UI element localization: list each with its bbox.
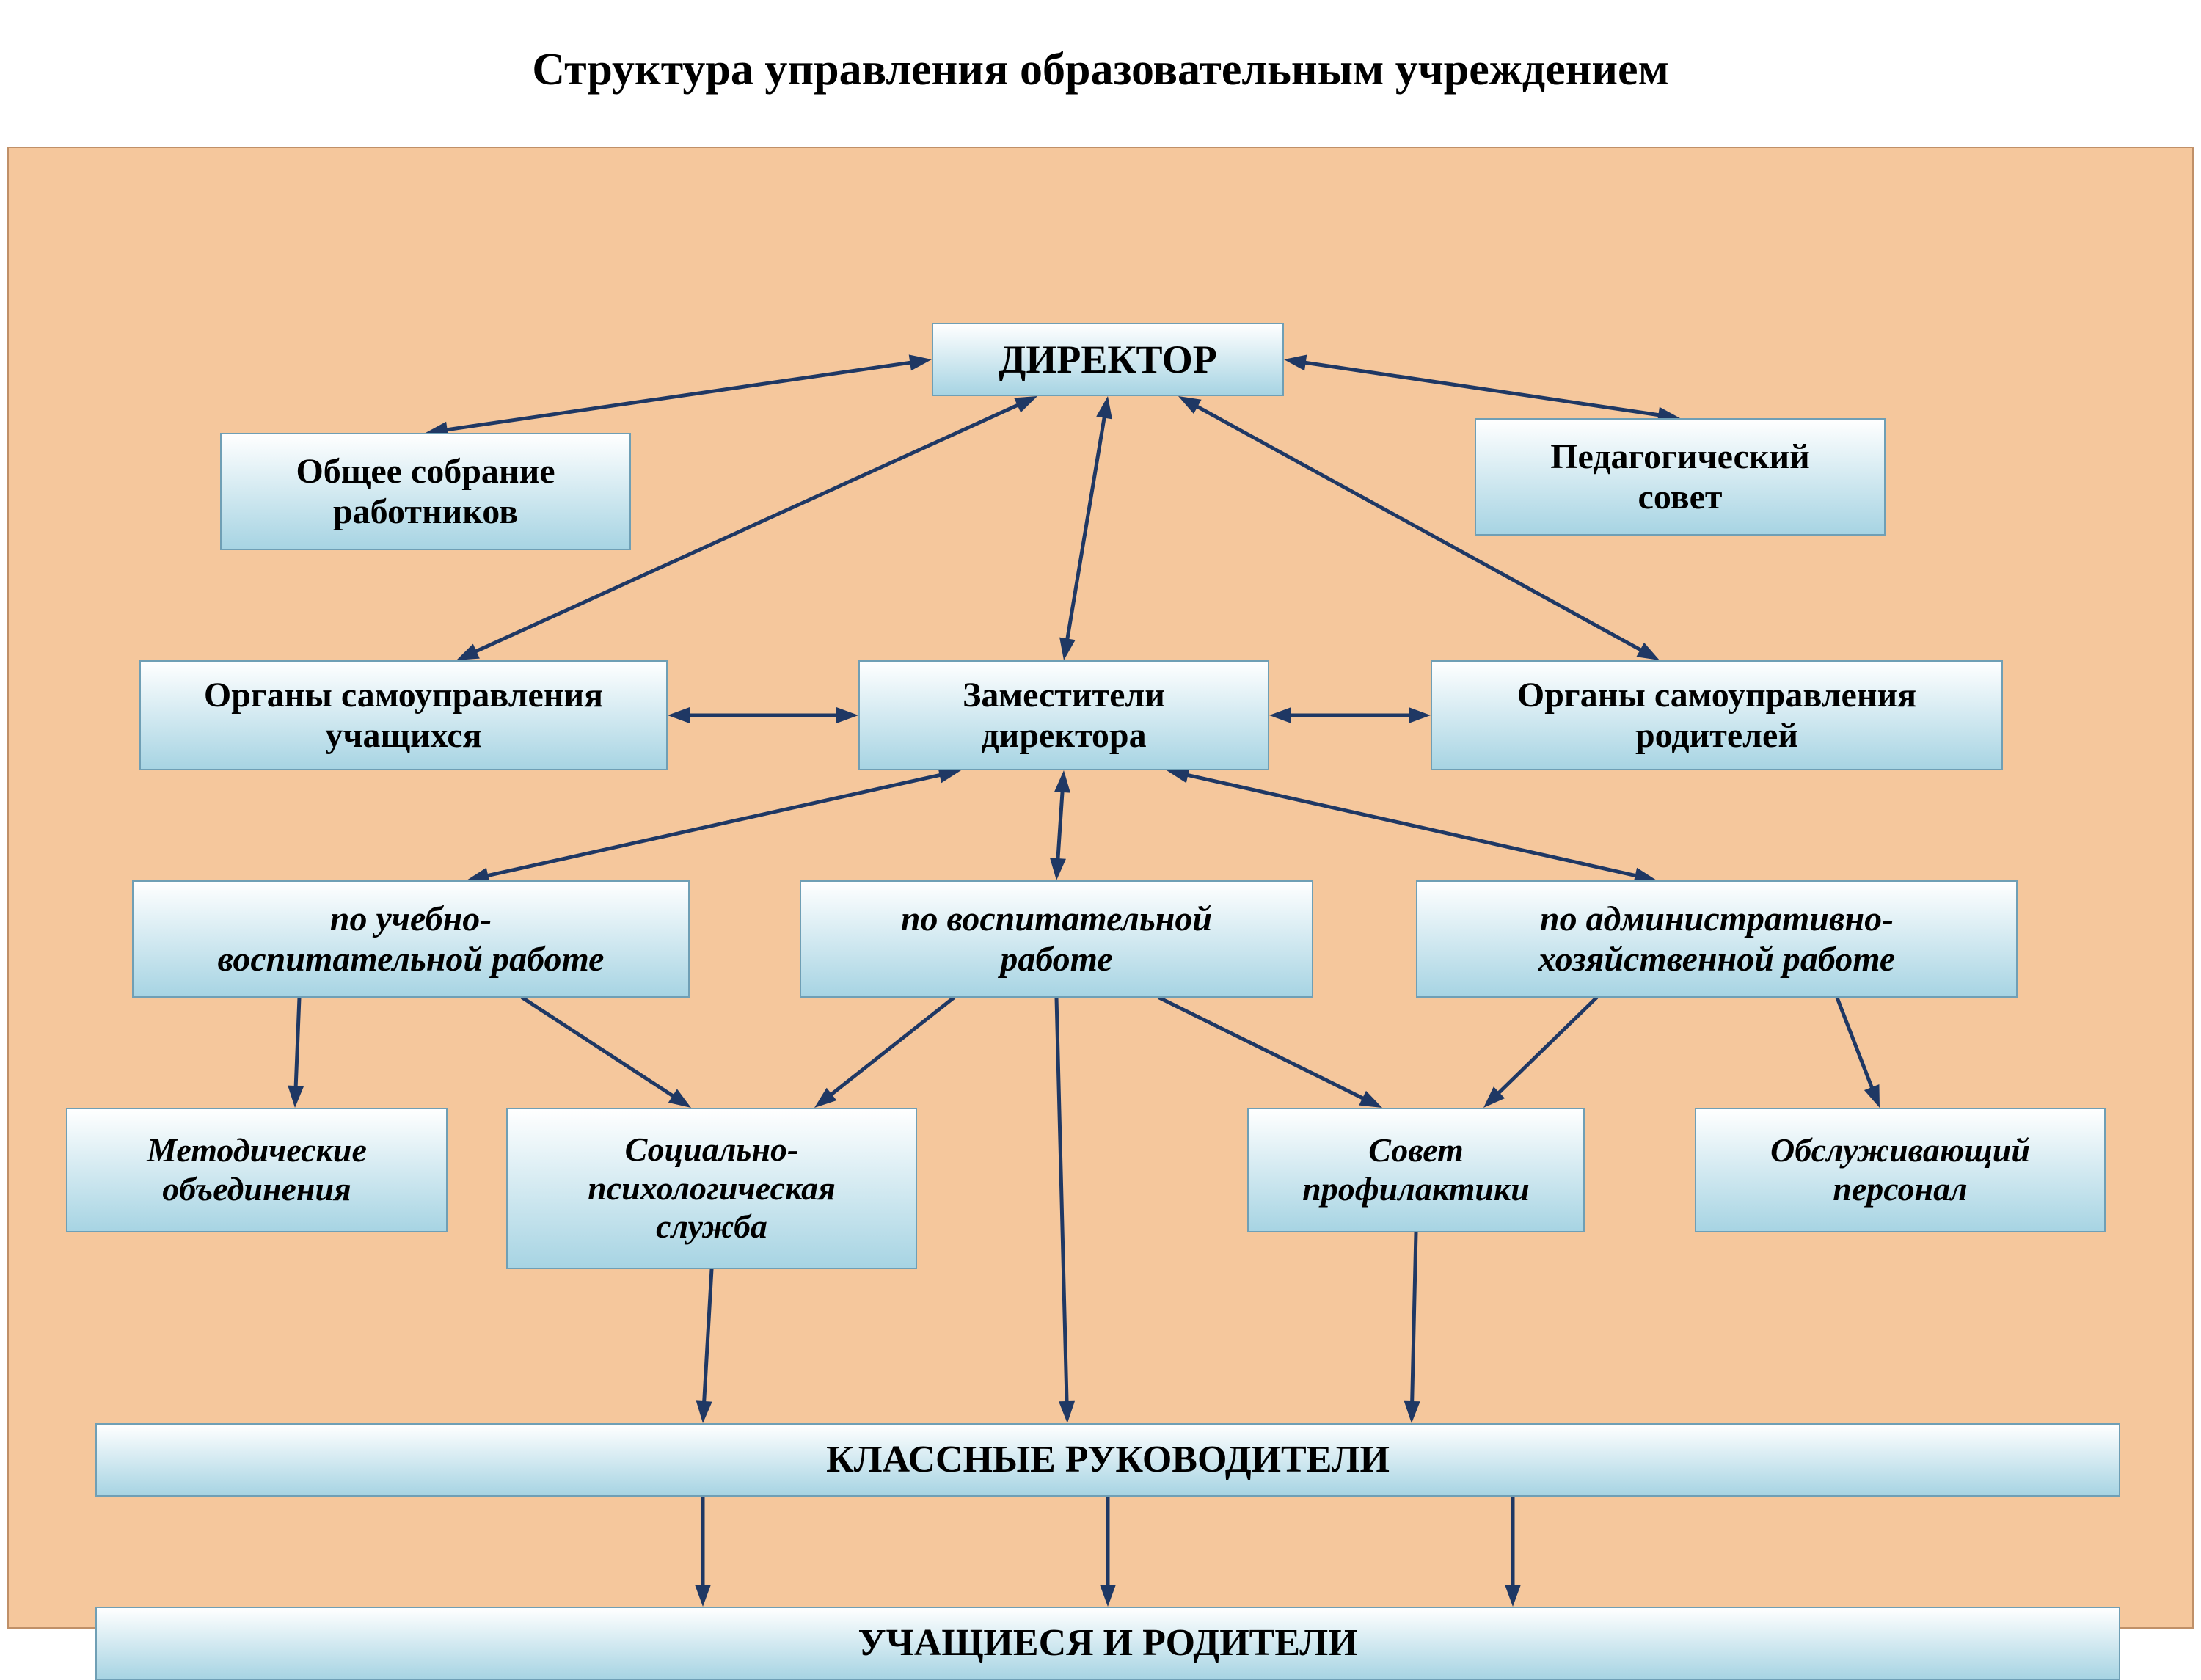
node-dep_adm: по административно- хозяйственной работе: [1416, 880, 2018, 998]
node-deputies: Заместители директора: [858, 660, 1269, 770]
node-stud_gov: Органы самоуправления учащихся: [139, 660, 668, 770]
node-psych: Социально- психологическая служба: [506, 1108, 917, 1269]
node-method: Методические объединения: [66, 1108, 448, 1232]
node-assembly: Общее собрание работников: [220, 433, 631, 550]
page-title: Структура управления образовательным учр…: [0, 44, 2201, 96]
node-dep_vosp: по воспитательной работе: [800, 880, 1313, 998]
node-service: Обслуживающий персонал: [1695, 1108, 2106, 1232]
page: Структура управления образовательным учр…: [0, 0, 2201, 1651]
node-prevent: Совет профилактики: [1247, 1108, 1585, 1232]
node-pedcouncil: Педагогический совет: [1475, 418, 1886, 536]
node-teachers: КЛАССНЫЕ РУКОВОДИТЕЛИ: [95, 1423, 2120, 1497]
node-dep_edu: по учебно- воспитательной работе: [132, 880, 690, 998]
node-parent_gov: Органы самоуправления родителей: [1431, 660, 2003, 770]
node-director: ДИРЕКТОР: [932, 323, 1284, 396]
node-students: УЧАЩИЕСЯ И РОДИТЕЛИ: [95, 1607, 2120, 1680]
